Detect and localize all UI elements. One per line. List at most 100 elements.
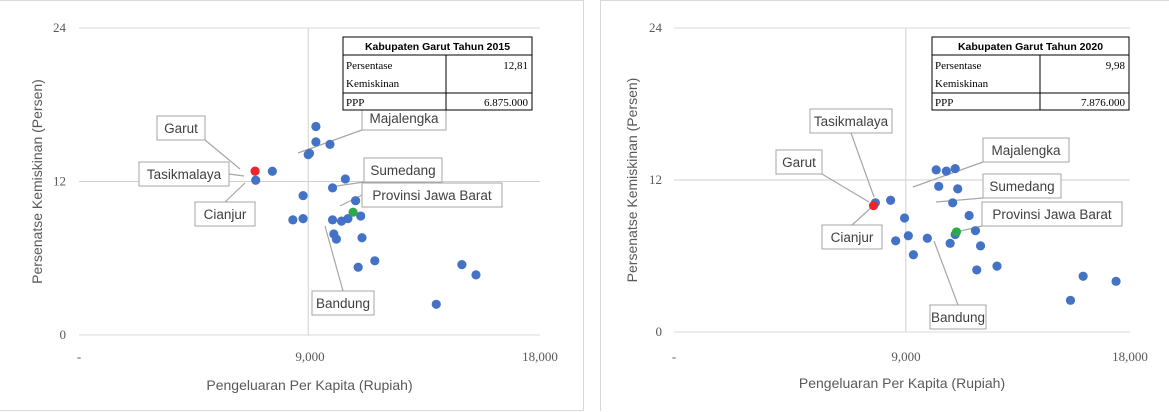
- data-point: [908, 250, 918, 260]
- data-point: [353, 262, 363, 272]
- data-point: [356, 211, 366, 221]
- annotation-label-garut: Garut: [164, 121, 198, 136]
- chart-panel-2015: 0 12 24 - 9,000 18,000 Pengeluaran Per Kapita …: [0, 0, 584, 411]
- data-point: [945, 238, 955, 248]
- y-tick-label: 12: [53, 174, 66, 189]
- leader-line: [339, 194, 363, 207]
- leader-line: [933, 240, 959, 306]
- data-point: [343, 213, 353, 224]
- y-tick-label: 12: [649, 172, 662, 187]
- y-tick-label: 0: [656, 324, 663, 339]
- data-point: [964, 210, 974, 221]
- data-point: [298, 213, 308, 224]
- info-table-label: Kemiskinan: [935, 78, 989, 90]
- annotation-box: [775, 149, 823, 175]
- data-point: [331, 234, 341, 244]
- annotation-label-garut: Garut: [782, 155, 816, 170]
- x-axis-title: Pengeluaran Per Kapita (Rupiah): [799, 375, 1005, 391]
- data-point-provinsi-jawa-barat: [951, 227, 962, 237]
- data-point: [327, 183, 338, 193]
- data-point: [950, 164, 960, 174]
- data-point: [267, 166, 277, 176]
- annotation-label-provinsi-jawa-barat: Provinsi Jawa Barat: [372, 188, 492, 203]
- data-point: [325, 139, 335, 150]
- data-point: [327, 215, 338, 225]
- leader-line: [821, 173, 870, 203]
- data-point: [970, 226, 981, 236]
- data-point: [288, 215, 298, 225]
- data-point: [457, 260, 467, 270]
- x-tick-label: 18,000: [1112, 349, 1148, 364]
- info-table-title: Kabupaten Garut Tahun 2015: [365, 41, 510, 53]
- data-point: [431, 299, 441, 309]
- annotation-box: [809, 108, 893, 134]
- leader-line: [850, 132, 875, 198]
- data-point: [1065, 295, 1076, 305]
- data-point-garut: [868, 200, 879, 211]
- y-axis-title: Persenatse Kemiskinan (Persen): [29, 79, 45, 284]
- info-table-label: Kemiskinan: [346, 78, 400, 90]
- annotation-label-sumedang: Sumedang: [989, 179, 1054, 194]
- x-tick-label: 9,000: [295, 349, 324, 364]
- info-table-value: 6.875.000: [484, 97, 529, 109]
- info-table-title: Kabupaten Garut Tahun 2020: [958, 41, 1103, 53]
- annotation-box: [821, 224, 883, 250]
- annotation-box: [138, 161, 230, 187]
- data-point: [899, 213, 910, 223]
- leader-line: [935, 197, 984, 203]
- x-tick-label: 9,000: [891, 349, 920, 364]
- info-table-value: 12,81: [503, 60, 528, 72]
- data-point: [903, 231, 913, 241]
- leader-line: [224, 182, 246, 203]
- annotation-box: [981, 201, 1123, 227]
- x-tick-label: -: [672, 349, 676, 364]
- leader-line: [228, 173, 245, 177]
- annotation-box: [363, 157, 443, 183]
- annotation-box: [311, 290, 375, 316]
- annotation-label-bandung: Bandung: [316, 296, 370, 311]
- x-axis-title: Pengeluaran Per Kapita (Rupiah): [206, 377, 412, 393]
- x-tick-label: -: [77, 349, 81, 364]
- info-table-value: 7.876.000: [1081, 97, 1126, 109]
- scatter-chart-2020: 0 12 24 - 9,000 18,000 Pengeluaran Per Kapita …: [624, 20, 1148, 391]
- data-point: [303, 150, 313, 160]
- data-point-provinsi-jawa-barat: [348, 207, 358, 217]
- annotation-box: [156, 115, 206, 141]
- annotation-label-cianjur: Cianjur: [204, 207, 247, 222]
- leader-line: [851, 206, 873, 226]
- data-point: [357, 233, 367, 243]
- data-point: [370, 256, 380, 266]
- annotation-label-tasikmalaya: Tasikmalaya: [814, 114, 889, 129]
- data-point: [1078, 271, 1088, 281]
- annotation-label-cianjur: Cianjur: [831, 230, 874, 245]
- info-table-label: PPP: [935, 97, 953, 109]
- info-table-value: 9,98: [1106, 60, 1126, 72]
- data-point-garut: [250, 166, 260, 176]
- annotation-box: [361, 182, 503, 208]
- data-point: [311, 121, 321, 132]
- data-point: [941, 166, 951, 176]
- y-tick-label: 24: [53, 20, 67, 35]
- x-tick-label: 18,000: [522, 349, 558, 364]
- info-table-label: Persentase: [935, 60, 982, 72]
- data-point: [1111, 276, 1121, 286]
- data-point: [298, 190, 308, 201]
- data-point: [948, 198, 958, 208]
- data-point: [471, 270, 481, 280]
- data-point: [311, 137, 321, 147]
- data-point: [934, 181, 944, 191]
- info-table: [931, 36, 1130, 111]
- chart-panel-2020: 0 12 24 - 9,000 18,000 Pengeluaran Per Kapita …: [600, 0, 1169, 411]
- annotation-label-sumedang: Sumedang: [370, 163, 435, 178]
- data-point: [891, 236, 901, 246]
- annotation-label-provinsi-jawa-barat: Provinsi Jawa Barat: [992, 207, 1112, 222]
- data-point: [340, 174, 350, 184]
- leader-line: [324, 225, 344, 292]
- annotation-box: [982, 137, 1070, 163]
- data-point: [886, 195, 896, 205]
- leader-line: [204, 139, 241, 170]
- annotation-box: [929, 304, 987, 330]
- y-tick-label: 24: [649, 20, 663, 35]
- data-point: [922, 233, 932, 243]
- annotation-label-tasikmalaya: Tasikmalaya: [147, 167, 222, 182]
